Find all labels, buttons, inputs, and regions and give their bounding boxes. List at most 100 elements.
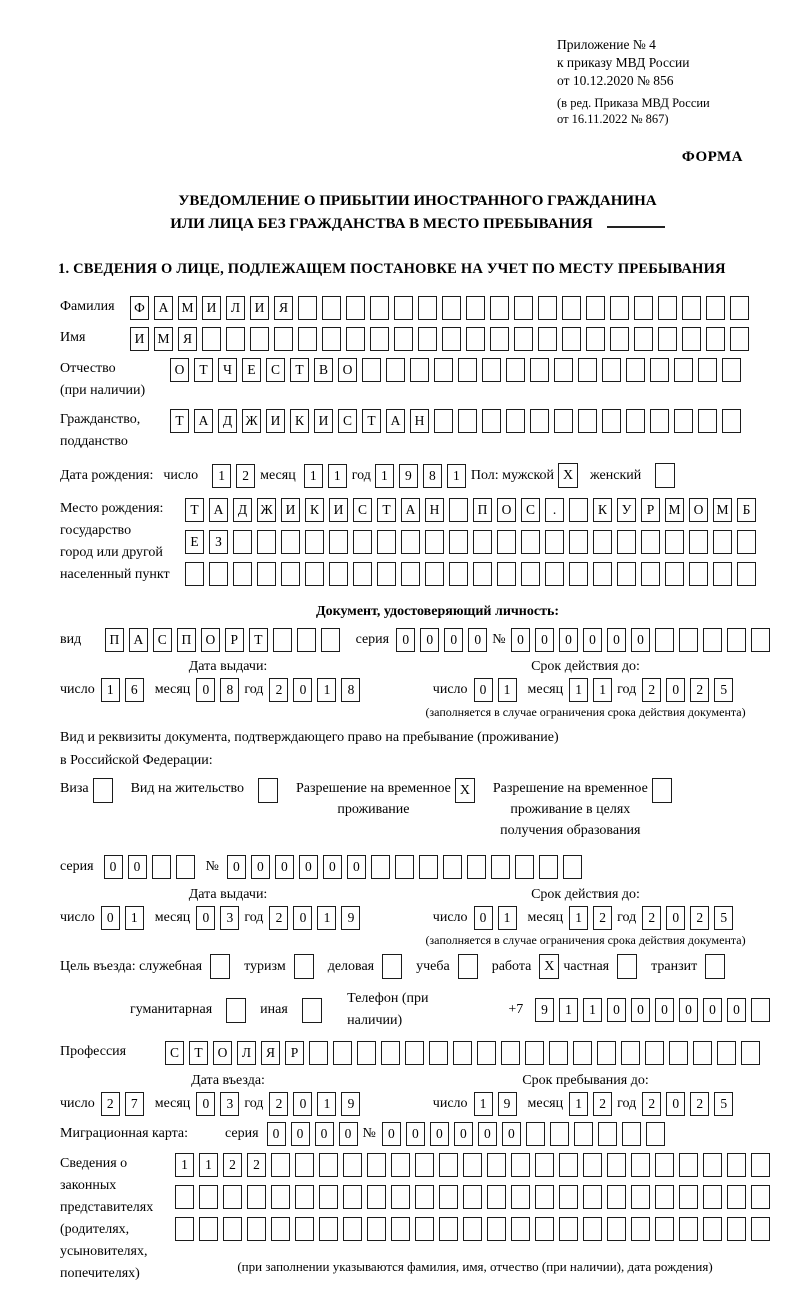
char-cell[interactable]: 0 [100, 906, 120, 931]
char-cell[interactable] [631, 1153, 650, 1178]
char-cell[interactable] [597, 1041, 616, 1066]
char-cell[interactable] [477, 1041, 496, 1066]
char-cell[interactable] [679, 1217, 698, 1242]
char-cell[interactable]: С [521, 498, 540, 523]
char-cell[interactable] [381, 1041, 400, 1066]
char-cell[interactable]: 1 [100, 678, 120, 703]
char-cell[interactable] [645, 1041, 664, 1066]
char-cell[interactable] [569, 530, 588, 555]
char-cell[interactable] [281, 530, 300, 555]
char-cell[interactable]: С [165, 1041, 184, 1066]
char-cell[interactable] [295, 1217, 314, 1242]
char-cell[interactable]: Т [189, 1041, 208, 1066]
char-cell[interactable] [466, 855, 486, 880]
male-checkbox[interactable]: X [558, 463, 579, 489]
char-cell[interactable] [401, 562, 420, 587]
char-cell[interactable] [343, 1153, 362, 1178]
char-cell[interactable]: Р [224, 628, 244, 653]
char-cell[interactable]: 1 [374, 463, 394, 488]
official-checkbox[interactable] [210, 954, 231, 980]
char-cell[interactable] [511, 1153, 530, 1178]
char-cell[interactable] [682, 327, 701, 352]
char-cell[interactable]: 0 [666, 906, 686, 931]
char-cell[interactable]: Д [233, 498, 252, 523]
char-cell[interactable] [538, 855, 558, 880]
char-cell[interactable] [418, 327, 437, 352]
char-cell[interactable] [482, 409, 501, 434]
char-cell[interactable] [466, 327, 485, 352]
char-cell[interactable]: 0 [726, 998, 746, 1023]
char-cell[interactable]: Ф [130, 296, 149, 321]
char-cell[interactable]: 1 [593, 678, 613, 703]
char-cell[interactable]: 0 [473, 906, 493, 931]
char-cell[interactable] [617, 530, 636, 555]
char-cell[interactable] [490, 327, 509, 352]
char-cell[interactable] [497, 530, 516, 555]
char-cell[interactable] [418, 296, 437, 321]
char-cell[interactable] [586, 296, 605, 321]
char-cell[interactable] [257, 562, 276, 587]
char-cell[interactable] [617, 562, 636, 587]
char-cell[interactable]: М [665, 498, 684, 523]
char-cell[interactable] [442, 855, 462, 880]
char-cell[interactable]: Н [410, 409, 429, 434]
char-cell[interactable] [538, 296, 557, 321]
char-cell[interactable]: 0 [127, 855, 147, 880]
char-cell[interactable] [669, 1041, 688, 1066]
char-cell[interactable] [434, 409, 453, 434]
char-cell[interactable]: 0 [607, 628, 626, 653]
char-cell[interactable]: Л [237, 1041, 256, 1066]
char-cell[interactable]: Б [737, 498, 756, 523]
private-checkbox[interactable] [617, 954, 638, 980]
char-cell[interactable] [521, 530, 540, 555]
char-cell[interactable] [353, 562, 372, 587]
transit-checkbox[interactable] [705, 954, 726, 980]
char-cell[interactable] [602, 409, 621, 434]
char-cell[interactable]: 0 [290, 1122, 310, 1147]
char-cell[interactable]: О [213, 1041, 232, 1066]
char-cell[interactable] [487, 1153, 506, 1178]
char-cell[interactable]: 0 [559, 628, 578, 653]
char-cell[interactable] [322, 296, 341, 321]
char-cell[interactable]: 2 [236, 463, 256, 488]
char-cell[interactable] [593, 562, 612, 587]
char-cell[interactable] [271, 1153, 290, 1178]
char-cell[interactable] [514, 855, 534, 880]
char-cell[interactable] [418, 855, 438, 880]
char-cell[interactable] [501, 1041, 520, 1066]
char-cell[interactable] [439, 1153, 458, 1178]
char-cell[interactable] [367, 1217, 386, 1242]
char-cell[interactable]: Е [242, 358, 261, 383]
char-cell[interactable] [442, 327, 461, 352]
residence-permit-checkbox[interactable] [257, 778, 278, 804]
char-cell[interactable]: Н [425, 498, 444, 523]
char-cell[interactable] [449, 530, 468, 555]
char-cell[interactable] [391, 1185, 410, 1210]
char-cell[interactable]: 1 [327, 463, 347, 488]
char-cell[interactable] [233, 530, 252, 555]
char-cell[interactable]: 0 [250, 855, 270, 880]
char-cell[interactable] [549, 1041, 568, 1066]
char-cell[interactable] [650, 409, 669, 434]
char-cell[interactable]: 1 [497, 678, 517, 703]
char-cell[interactable] [514, 327, 533, 352]
char-cell[interactable] [511, 1185, 530, 1210]
char-cell[interactable]: А [386, 409, 405, 434]
char-cell[interactable]: 9 [341, 1092, 361, 1117]
char-cell[interactable] [458, 409, 477, 434]
char-cell[interactable] [401, 530, 420, 555]
char-cell[interactable]: И [250, 296, 269, 321]
char-cell[interactable] [665, 530, 684, 555]
char-cell[interactable] [296, 628, 316, 653]
char-cell[interactable] [458, 358, 477, 383]
char-cell[interactable] [309, 1041, 328, 1066]
char-cell[interactable] [727, 1153, 746, 1178]
char-cell[interactable] [626, 358, 645, 383]
humanitarian-checkbox[interactable] [226, 997, 247, 1023]
char-cell[interactable]: 5 [714, 1092, 734, 1117]
char-cell[interactable] [175, 1185, 194, 1210]
char-cell[interactable] [737, 530, 756, 555]
char-cell[interactable] [394, 296, 413, 321]
char-cell[interactable] [250, 327, 269, 352]
char-cell[interactable]: 0 [666, 678, 686, 703]
